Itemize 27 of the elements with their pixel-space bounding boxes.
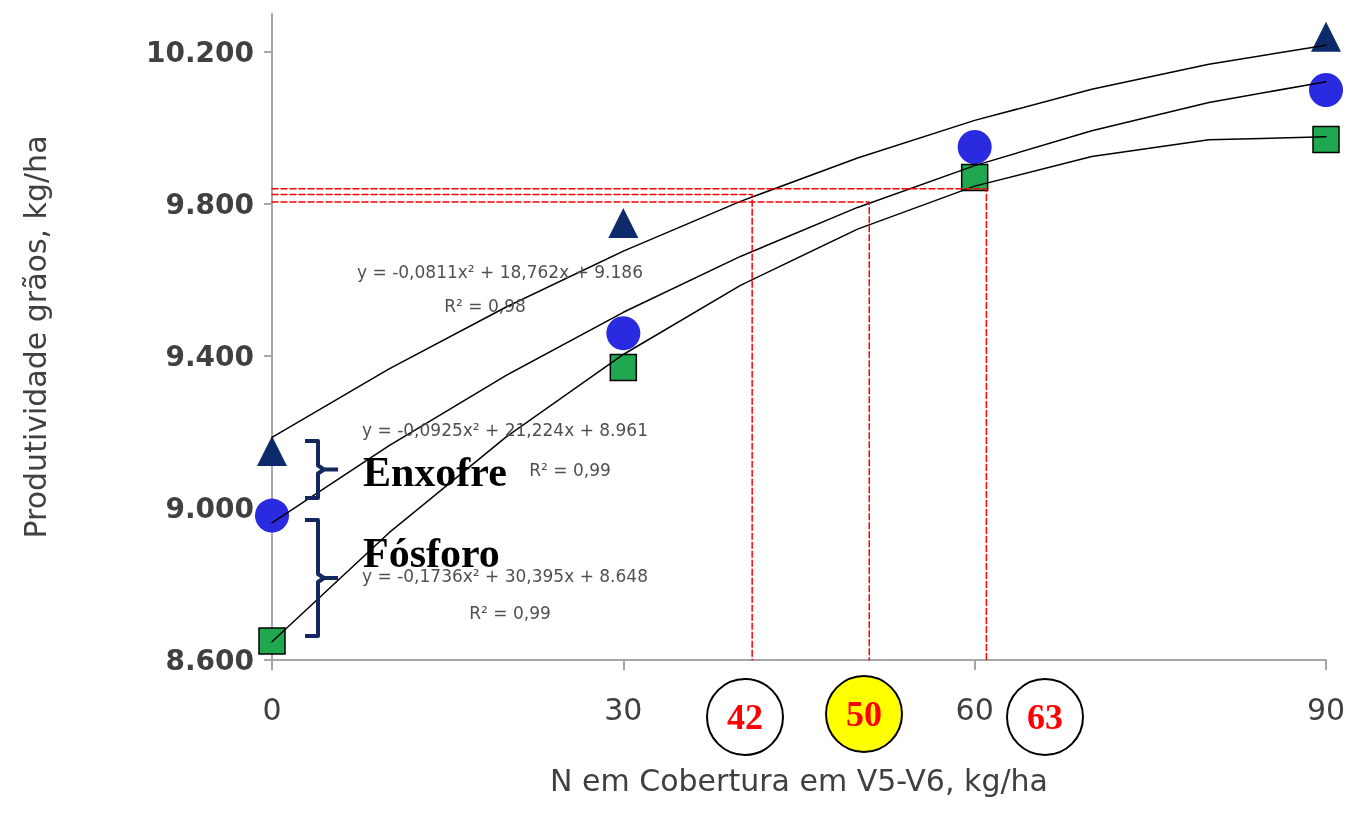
annotation: R² = 0,99 (469, 603, 551, 623)
point (1311, 21, 1341, 52)
text: 42 (706, 678, 784, 756)
y-tick-label: 9.000 (165, 491, 254, 525)
x-tick-label: 90 (1306, 691, 1346, 727)
point (606, 316, 641, 351)
point (257, 436, 287, 466)
annotation: y = -0,1736x² + 30,395x + 8.648 (362, 566, 648, 586)
y-tick-label: 9.800 (165, 187, 254, 221)
x-axis-title: N em Cobertura em V5-V6, kg/ha (550, 762, 1048, 798)
y-tick-label: 10.200 (145, 35, 254, 69)
point (608, 208, 639, 238)
y-tick-label: 8.600 (165, 643, 254, 677)
point (609, 353, 638, 382)
x-tick-label: 60 (955, 691, 994, 727)
y-tick-label: 9.400 (165, 339, 254, 373)
y-axis-title: Produtividade grãos, kg/ha (17, 135, 53, 539)
x-tick-label: 30 (604, 691, 643, 727)
point (255, 498, 289, 533)
x-tick-label: 0 (262, 691, 282, 727)
point (1309, 73, 1343, 107)
point (1312, 125, 1340, 154)
text: 50 (825, 675, 903, 753)
annotation: R² = 0,99 (529, 460, 611, 480)
point (957, 130, 992, 164)
text: 63 (1006, 678, 1084, 756)
point (258, 627, 286, 655)
